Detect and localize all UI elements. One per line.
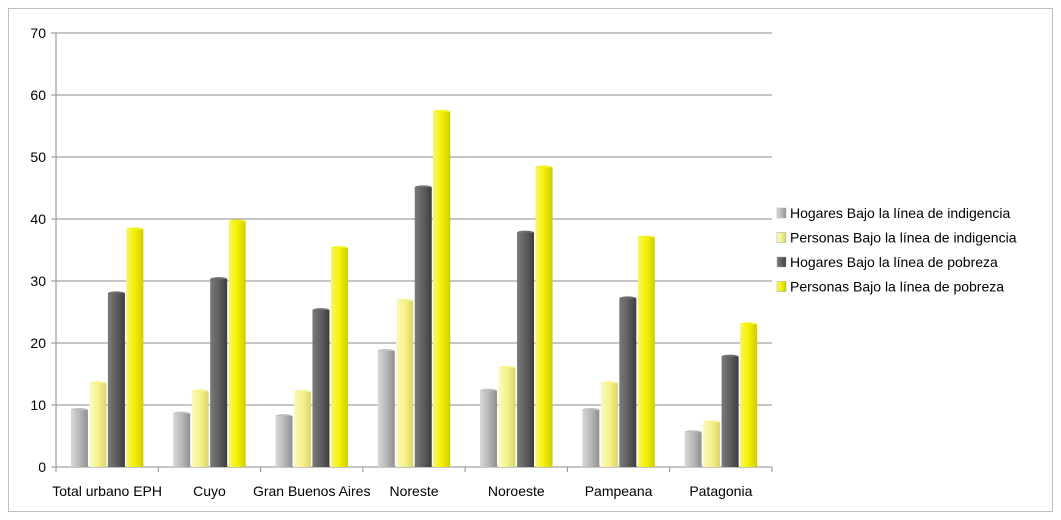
bar <box>275 416 292 467</box>
x-category-label: Noroeste <box>488 483 545 499</box>
bar <box>415 187 432 467</box>
bar <box>378 351 395 467</box>
legend-swatch <box>777 233 786 243</box>
x-category-label: Cuyo <box>193 483 226 499</box>
y-tick-label: 40 <box>30 211 46 227</box>
legend-label: Hogares Bajo la línea de indigencia <box>790 205 1010 221</box>
y-tick-label: 70 <box>30 25 46 41</box>
legend-swatch <box>777 208 786 218</box>
gridlines <box>56 33 772 405</box>
bar <box>601 383 618 467</box>
bar <box>517 233 534 467</box>
x-category-label: Noreste <box>389 483 438 499</box>
legend-label: Hogares Bajo la línea de pobreza <box>790 254 998 270</box>
bar <box>173 414 190 467</box>
bar <box>722 357 739 467</box>
y-tick-label: 10 <box>30 397 46 413</box>
bar <box>71 410 88 467</box>
bar <box>210 279 227 467</box>
legend: Hogares Bajo la línea de indigencia Perso… <box>777 205 1017 295</box>
bar <box>192 391 209 467</box>
bars <box>71 110 757 467</box>
legend-label: Personas Bajo la línea de indigencia <box>790 230 1017 246</box>
bar <box>582 410 599 467</box>
bar <box>685 432 702 467</box>
legend-swatch <box>777 282 786 292</box>
y-tick-label: 0 <box>38 459 46 475</box>
bar <box>108 293 125 467</box>
bar <box>229 221 246 467</box>
bar <box>396 301 413 467</box>
legend-swatch <box>777 257 786 267</box>
bar <box>480 391 497 467</box>
y-tick-label: 50 <box>30 149 46 165</box>
bar <box>331 248 348 467</box>
bar <box>294 392 311 467</box>
bar <box>638 238 655 467</box>
legend-label: Personas Bajo la línea de pobreza <box>790 279 1004 295</box>
bar <box>499 368 516 467</box>
bar <box>312 310 329 467</box>
bar <box>536 168 553 467</box>
bar <box>89 383 106 467</box>
x-category-label: Total urbano EPH <box>52 483 162 499</box>
bar <box>126 230 143 467</box>
bar <box>740 324 757 467</box>
bar <box>703 422 720 467</box>
y-tick-label: 30 <box>30 273 46 289</box>
x-category-label: Gran Buenos Aires <box>253 483 371 499</box>
y-tick-label: 60 <box>30 87 46 103</box>
x-category-label: Patagonia <box>689 483 752 499</box>
bar <box>433 112 450 467</box>
y-tick-label: 20 <box>30 335 46 351</box>
bar <box>619 298 636 467</box>
x-category-label: Pampeana <box>585 483 653 499</box>
